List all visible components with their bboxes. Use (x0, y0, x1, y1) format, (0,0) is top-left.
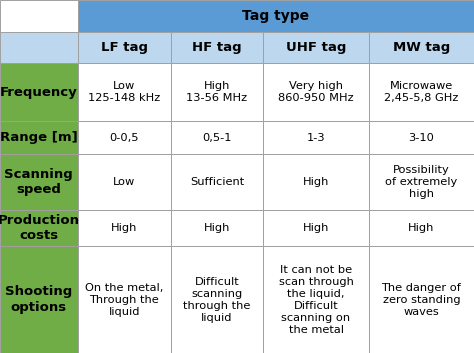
Text: High: High (303, 177, 329, 187)
Bar (171, 246, 264, 353)
Bar (264, 154, 369, 210)
Bar (171, 121, 264, 154)
Text: Production
costs: Production costs (0, 214, 80, 243)
Text: The danger of
zero standing
waves: The danger of zero standing waves (382, 283, 461, 317)
Bar (171, 154, 264, 210)
Bar (0, 31, 78, 63)
Text: On the metal,
Through the
liquid: On the metal, Through the liquid (85, 283, 164, 317)
Text: High: High (303, 223, 329, 233)
Text: Low
125-148 kHz: Low 125-148 kHz (88, 81, 160, 103)
Bar (0, 63, 78, 121)
Bar (0, 0, 78, 31)
Bar (264, 63, 369, 121)
Text: Very high
860-950 MHz: Very high 860-950 MHz (278, 81, 354, 103)
Text: Shooting
options: Shooting options (5, 286, 73, 314)
Bar (78, 0, 474, 31)
Text: Difficult
scanning
through the
liquid: Difficult scanning through the liquid (183, 277, 251, 323)
Text: MW tag: MW tag (392, 41, 450, 54)
Text: It can not be
scan through
the liquid,
Difficult
scanning on
the metal: It can not be scan through the liquid, D… (279, 265, 354, 335)
Text: UHF tag: UHF tag (286, 41, 346, 54)
Text: LF tag: LF tag (100, 41, 147, 54)
Text: Sufficient: Sufficient (190, 177, 244, 187)
Text: 3-10: 3-10 (409, 133, 434, 143)
Text: High: High (408, 223, 435, 233)
Bar (171, 31, 264, 63)
Bar (369, 63, 474, 121)
Bar (0, 154, 78, 210)
Text: Possibility
of extremely
high: Possibility of extremely high (385, 165, 457, 199)
Bar (78, 210, 171, 246)
Bar (78, 246, 171, 353)
Text: High: High (111, 223, 137, 233)
Bar (369, 154, 474, 210)
Bar (369, 210, 474, 246)
Text: 0-0,5: 0-0,5 (109, 133, 139, 143)
Bar (369, 31, 474, 63)
Bar (0, 121, 78, 154)
Text: Low: Low (113, 177, 135, 187)
Bar (171, 63, 264, 121)
Text: High
13-56 MHz: High 13-56 MHz (186, 81, 247, 103)
Bar (264, 121, 369, 154)
Bar (264, 246, 369, 353)
Text: Frequency: Frequency (0, 86, 78, 98)
Text: High: High (204, 223, 230, 233)
Text: Tag type: Tag type (242, 9, 310, 23)
Bar (78, 31, 171, 63)
Bar (78, 121, 171, 154)
Text: 1-3: 1-3 (307, 133, 325, 143)
Text: 0,5-1: 0,5-1 (202, 133, 232, 143)
Bar (78, 154, 171, 210)
Bar (264, 210, 369, 246)
Bar (0, 246, 78, 353)
Bar (369, 121, 474, 154)
Bar (78, 63, 171, 121)
Bar (369, 246, 474, 353)
Text: Scanning
speed: Scanning speed (4, 168, 73, 196)
Text: Range [m]: Range [m] (0, 131, 78, 144)
Bar (171, 210, 264, 246)
Text: HF tag: HF tag (192, 41, 242, 54)
Text: Microwawe
2,45-5,8 GHz: Microwawe 2,45-5,8 GHz (384, 81, 458, 103)
Bar (264, 31, 369, 63)
Bar (0, 210, 78, 246)
